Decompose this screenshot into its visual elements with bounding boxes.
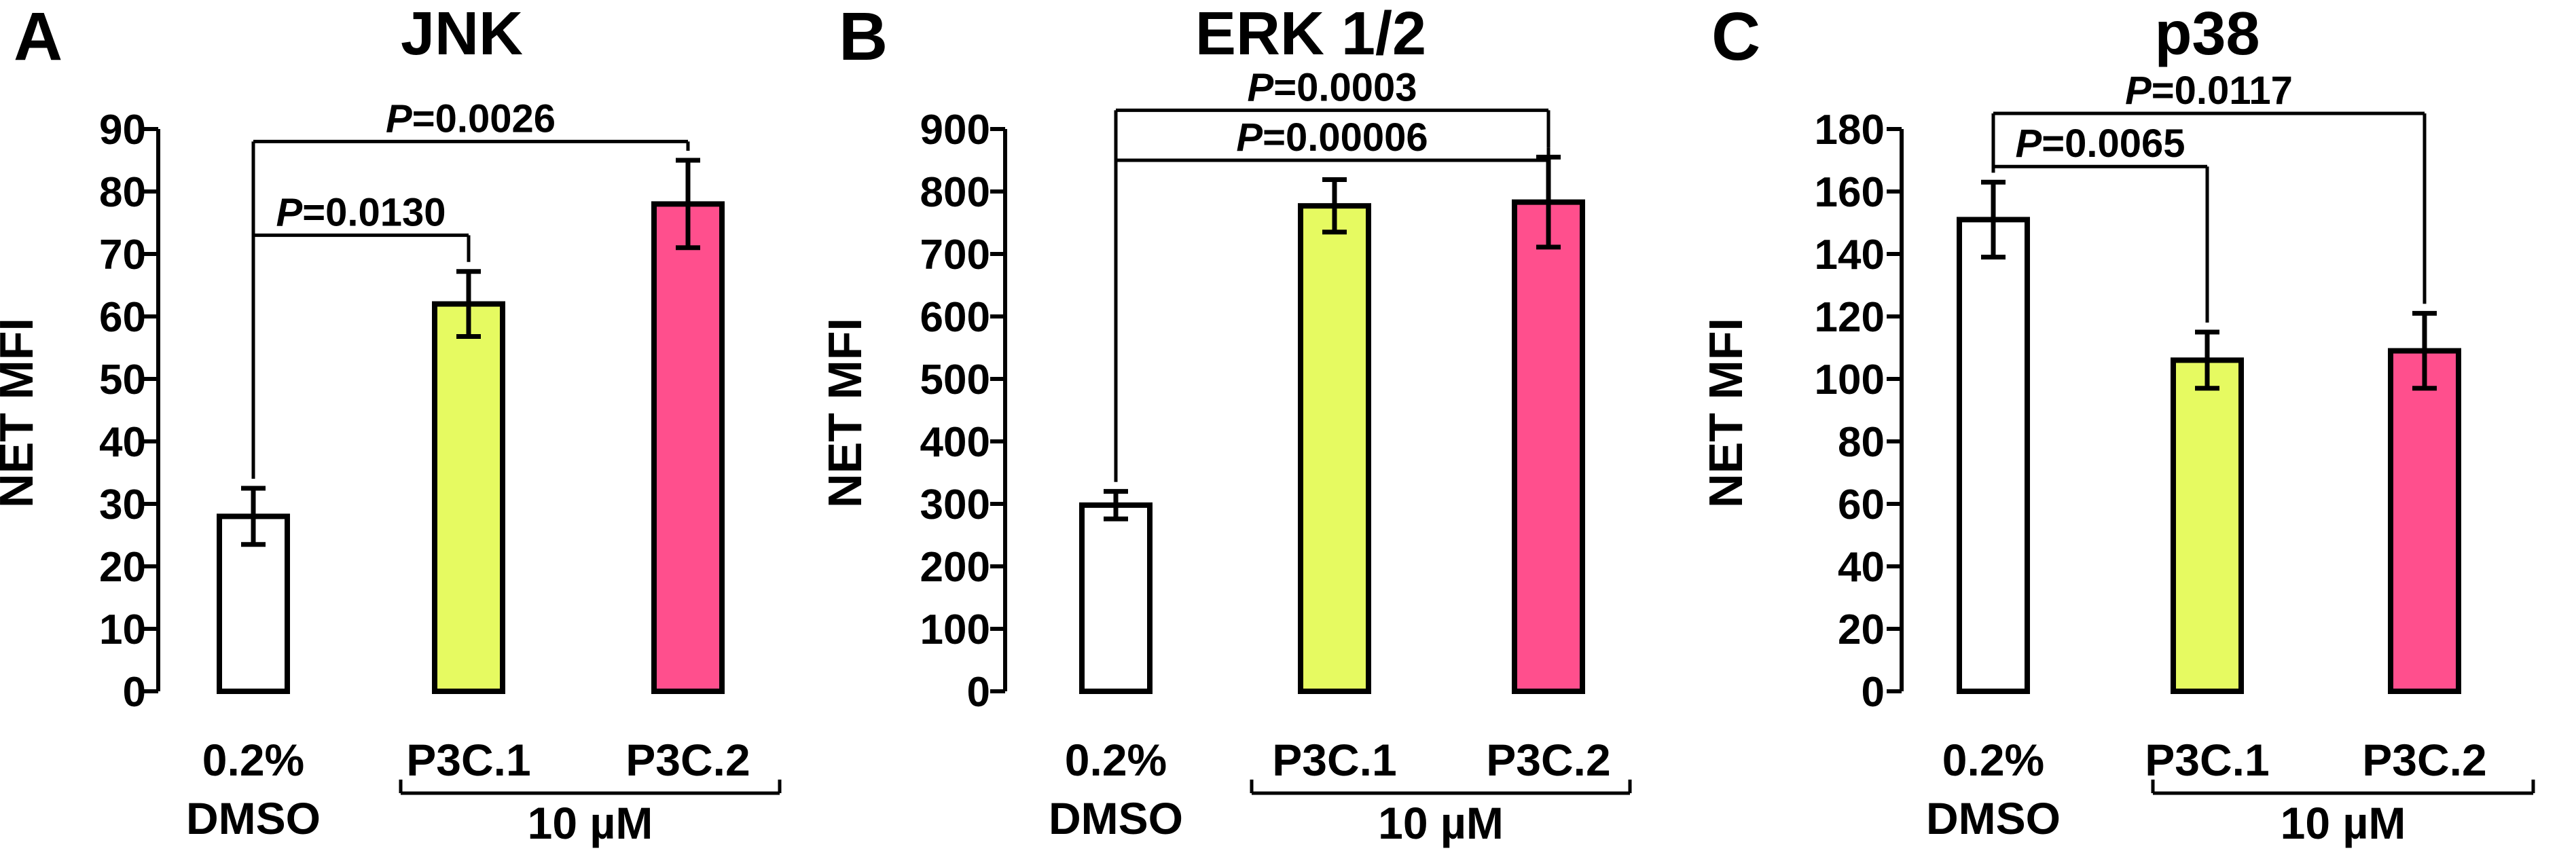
panel-b-letter: B — [839, 0, 888, 75]
y-tick-label: 800 — [920, 169, 990, 216]
panel-c-ylabel: NET MFI — [1699, 318, 1752, 508]
bar — [2388, 348, 2461, 694]
y-tick-label: 100 — [1815, 357, 1885, 403]
y-tick-label: 0 — [967, 669, 990, 716]
x-tick-label: 0.2% DMSO — [1926, 735, 2061, 843]
bar — [432, 301, 505, 695]
bar — [1079, 502, 1153, 695]
y-tick-label: 600 — [920, 294, 990, 341]
y-tick-label: 90 — [99, 107, 146, 153]
y-tick-label: 40 — [99, 419, 146, 466]
p-value-label: P=0.0117 — [2125, 69, 2293, 113]
y-tick-label: 40 — [1838, 544, 1885, 591]
panel-a-ylabel: NET MFI — [0, 318, 43, 508]
x-tick-label: P3C.1 — [1272, 735, 1396, 785]
y-tick-label: 60 — [99, 294, 146, 341]
bar — [1298, 203, 1371, 695]
y-tick-label: 80 — [99, 169, 146, 216]
y-tick-label: 120 — [1815, 294, 1885, 341]
y-tick-label: 160 — [1815, 169, 1885, 216]
p-value-label: P=0.00006 — [1236, 115, 1428, 160]
p-value-label: P=0.0003 — [1248, 65, 1417, 109]
bar — [1957, 217, 2030, 694]
y-tick-label: 200 — [920, 544, 990, 591]
panel-a-plot: 0 10 20 30 40 50 60 70 80 90 0.2% DMSO P3C.1 P3C.2 10 … — [99, 96, 782, 848]
x-tick-label: P3C.1 — [406, 735, 530, 785]
panel-a-title: JNK — [401, 0, 523, 68]
p-value-label: P=0.0026 — [386, 96, 556, 141]
y-tick-label: 0 — [1862, 669, 1885, 716]
panel-b-plot: 0 100 200 300 400 500 600 700 800 900 0.2% DMSO P3C.… — [920, 65, 1632, 848]
y-tick-label: 400 — [920, 419, 990, 466]
y-tick-label: 70 — [99, 232, 146, 278]
y-tick-label: 700 — [920, 232, 990, 278]
panel-c-plot: 0 20 40 60 80 100 120 140 160 180 0.2% DMSO P3C.1 P3C… — [1815, 69, 2535, 848]
panel-c-title: p38 — [2154, 0, 2260, 68]
x-tick-label: P3C.1 — [2145, 735, 2269, 785]
x-tick-label: P3C.2 — [625, 735, 750, 785]
p-value-label: P=0.0130 — [276, 190, 446, 234]
x-tick-label: P3C.2 — [2362, 735, 2486, 785]
y-tick-label: 80 — [1838, 419, 1885, 466]
y-tick-label: 900 — [920, 107, 990, 153]
panel-b-ylabel: NET MFI — [818, 318, 871, 508]
y-tick-label: 20 — [1838, 606, 1885, 653]
y-tick-label: 140 — [1815, 232, 1885, 278]
x-tick-label: P3C.2 — [1486, 735, 1610, 785]
y-tick-label: 20 — [99, 544, 146, 591]
bar — [1512, 199, 1585, 694]
group-label: 10 µM — [528, 798, 653, 848]
panel-a: A JNK NET MFI 0 10 20 30 40 50 60 70 80 90 0.2% DMS… — [0, 0, 782, 848]
p-value-label: P=0.0065 — [2016, 122, 2185, 166]
y-tick-label: 100 — [920, 606, 990, 653]
y-tick-label: 500 — [920, 357, 990, 403]
y-tick-label: 60 — [1838, 481, 1885, 528]
group-label: 10 µM — [1378, 798, 1504, 848]
panel-a-letter: A — [14, 0, 62, 75]
y-tick-label: 0 — [123, 669, 146, 716]
y-tick-label: 10 — [99, 606, 146, 653]
panel-b-title: ERK 1/2 — [1195, 0, 1426, 68]
x-tick-label: 0.2% DMSO — [186, 735, 321, 843]
panel-c: C p38 NET MFI 0 20 40 60 80 100 120 140 160 180 0.… — [1699, 0, 2535, 848]
y-tick-label: 30 — [99, 481, 146, 528]
y-tick-label: 300 — [920, 481, 990, 528]
panel-c-letter: C — [1711, 0, 1760, 75]
bar — [2171, 357, 2244, 695]
bar — [651, 201, 725, 694]
panel-b: B ERK 1/2 NET MFI 0 100 200 300 400 500 600 700… — [818, 0, 1632, 848]
x-tick-label: 0.2% DMSO — [1049, 735, 1183, 843]
y-tick-label: 50 — [99, 357, 146, 403]
y-tick-label: 180 — [1815, 107, 1885, 153]
group-label: 10 µM — [2281, 798, 2406, 848]
